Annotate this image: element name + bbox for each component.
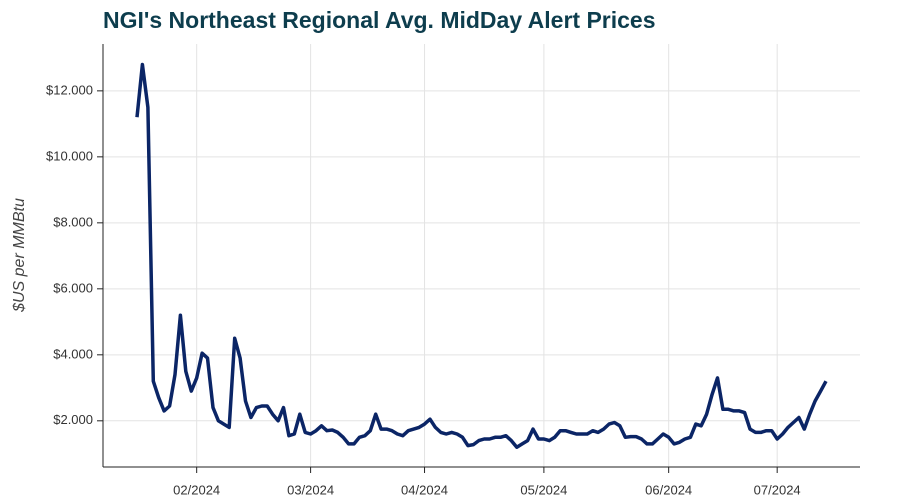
x-tick-label: 03/2024 [287, 482, 334, 497]
x-tick-label: 04/2024 [401, 482, 448, 497]
x-tick-label: 05/2024 [520, 482, 567, 497]
chart-title: NGI's Northeast Regional Avg. MidDay Ale… [103, 7, 656, 33]
price-line [135, 62, 828, 449]
y-tick-label: $8.000 [53, 214, 93, 229]
x-tick-label: 02/2024 [173, 482, 220, 497]
y-tick-label: $2.000 [53, 412, 93, 427]
y-tick-label: $12.000 [46, 82, 93, 97]
x-tick-label: 06/2024 [645, 482, 692, 497]
y-tick-label: $6.000 [53, 280, 93, 295]
y-tick-label: $10.000 [46, 148, 93, 163]
y-tick-label: $4.000 [53, 346, 93, 361]
y-axis-label: $US per MMBtu [11, 198, 28, 313]
x-tick-label: 07/2024 [754, 482, 801, 497]
